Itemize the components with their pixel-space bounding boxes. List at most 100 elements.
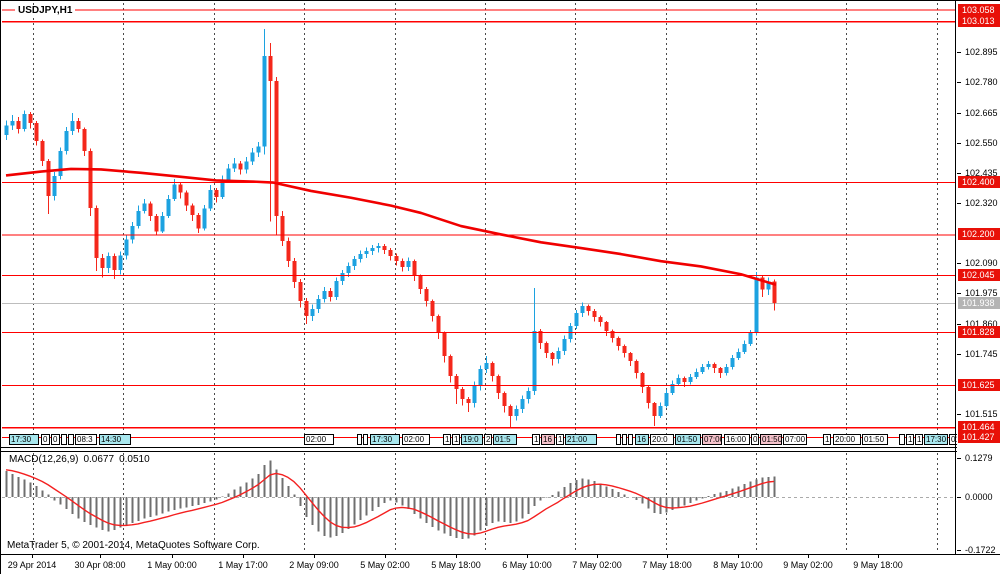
event-time-tag[interactable]: 07:00 <box>783 434 807 445</box>
event-time-tag[interactable]: 14:30 <box>99 434 131 445</box>
price-tick-label: 102.550 <box>957 137 1000 149</box>
event-time-tag[interactable] <box>68 434 74 445</box>
candle-bull <box>472 385 477 403</box>
event-time-tag[interactable]: 0 <box>41 434 50 445</box>
event-time-tag[interactable]: 1 <box>556 434 564 445</box>
candle-bear <box>154 216 159 232</box>
candle-bull <box>124 239 129 256</box>
candle-bull <box>310 308 315 316</box>
candle-bull <box>478 368 483 386</box>
event-time-tag[interactable]: 16:00 <box>724 434 750 445</box>
candle-bear <box>46 161 51 196</box>
price-scale[interactable]: 102.895 102.780 102.665 102.550 102.435 102.3… <box>957 1 1000 574</box>
event-time-tag[interactable] <box>363 434 368 445</box>
event-time-tag[interactable]: 1 <box>906 434 914 445</box>
event-time-tag[interactable]: 1 <box>823 434 831 445</box>
candle-bull <box>358 254 363 260</box>
price-tick-label: 102.665 <box>957 107 1000 119</box>
pane-separator-handle[interactable] <box>1 447 1000 452</box>
event-time-tag[interactable]: 08:3 <box>75 434 97 445</box>
candle-bull <box>376 245 381 249</box>
event-time-tag[interactable]: 20:0 <box>650 434 674 445</box>
candle-bear <box>442 332 447 357</box>
event-time-tag[interactable]: 0 <box>51 434 60 445</box>
candle-bear <box>16 120 21 130</box>
event-time-tag[interactable]: 01:5 <box>493 434 517 445</box>
candle-bear <box>382 245 387 251</box>
event-time-tag[interactable]: 1 <box>443 434 451 445</box>
candle-bear <box>94 208 99 259</box>
event-time-tag[interactable]: 21:00 <box>565 434 597 445</box>
price-level-badge[interactable]: 103.058 <box>958 3 1000 16</box>
candle-bull <box>316 298 321 309</box>
candle-bear <box>772 281 777 304</box>
price-tick-label: 101.860 <box>957 318 1000 330</box>
candle-bear <box>100 258 105 268</box>
time-axis-label: 29 Apr 2014 <box>7 560 57 570</box>
candle-bull <box>262 55 267 147</box>
event-time-tag[interactable]: 01:50 <box>675 434 701 445</box>
price-level-badge[interactable]: 102.200 <box>958 228 1000 241</box>
event-time-tag[interactable]: 02:00 <box>402 434 430 445</box>
time-scale[interactable]: 29 Apr 2014 30 Apr 08:00 1 May 00:00 1 May … <box>1 554 1000 574</box>
candle-bear <box>586 305 591 311</box>
time-axis-label: 6 May 10:00 <box>502 560 552 570</box>
price-tick-label: 102.320 <box>957 197 1000 209</box>
candle-bear <box>718 368 723 374</box>
price-level-badge[interactable]: 102.045 <box>958 269 1000 282</box>
price-level-badge[interactable]: 101.625 <box>958 379 1000 392</box>
price-scale-divider[interactable] <box>955 1 956 554</box>
candle-bear <box>286 240 291 262</box>
event-time-tag[interactable] <box>628 434 633 445</box>
candle-bear <box>400 261 405 268</box>
event-time-tag[interactable]: 2 <box>484 434 492 445</box>
event-time-tag[interactable]: 02:00 <box>304 434 334 445</box>
price-level-badge[interactable]: 103.013 <box>958 15 1000 28</box>
event-time-tag[interactable]: 16 <box>541 434 555 445</box>
event-time-tag[interactable]: 20:00 <box>833 434 861 445</box>
time-axis-tick <box>456 555 457 558</box>
price-tick-label: 101.745 <box>957 348 1000 360</box>
event-time-tag[interactable]: 0 <box>751 434 759 445</box>
candle-bull <box>64 130 69 152</box>
event-time-tag[interactable]: 1 <box>532 434 540 445</box>
event-time-tag[interactable]: 17:30 <box>924 434 948 445</box>
moving-average-line[interactable] <box>5 167 777 287</box>
candle-bear <box>634 361 639 374</box>
event-time-tag[interactable] <box>899 434 905 445</box>
price-level-badge[interactable]: 101.828 <box>958 325 1000 338</box>
candle-bull <box>334 281 339 297</box>
candle-bear <box>550 352 555 359</box>
event-time-tag[interactable] <box>616 434 621 445</box>
candle-bull <box>730 357 735 368</box>
candle-bull <box>694 372 699 378</box>
event-time-tag[interactable]: 17:30 <box>370 434 400 445</box>
event-time-tag[interactable]: 17:30 <box>9 434 39 445</box>
event-time-tag[interactable] <box>622 434 627 445</box>
price-level-badge[interactable]: 101.427 <box>958 431 1000 444</box>
event-time-tag[interactable]: 19:0 <box>461 434 483 445</box>
candle-bull <box>322 291 327 299</box>
event-time-tag[interactable]: 07:00 <box>702 434 722 445</box>
candle-bull <box>340 273 345 282</box>
symbol-period-label: USDJPY,H1 <box>15 5 76 16</box>
candle-bull <box>520 399 525 409</box>
price-level-badge[interactable]: 102.400 <box>958 176 1000 188</box>
candle-bull <box>574 313 579 326</box>
candle-bull <box>130 226 135 240</box>
event-time-tag[interactable] <box>61 434 67 445</box>
candle-bear <box>190 205 195 215</box>
event-time-tag[interactable]: 01:50 <box>862 434 888 445</box>
candle-bull <box>658 405 663 416</box>
price-tick-label: 102.435 <box>957 167 1000 179</box>
candle-bear <box>640 373 645 387</box>
candle-bear <box>592 310 597 317</box>
price-level-badge[interactable]: 101.464 <box>958 421 1000 434</box>
event-time-tag[interactable]: 16 <box>635 434 649 445</box>
event-time-tag[interactable]: 01:50 <box>760 434 782 445</box>
event-time-tag[interactable]: 1 <box>915 434 923 445</box>
candle-bear <box>430 301 435 316</box>
event-time-tag[interactable]: 1 <box>452 434 460 445</box>
event-time-tag[interactable] <box>357 434 362 445</box>
